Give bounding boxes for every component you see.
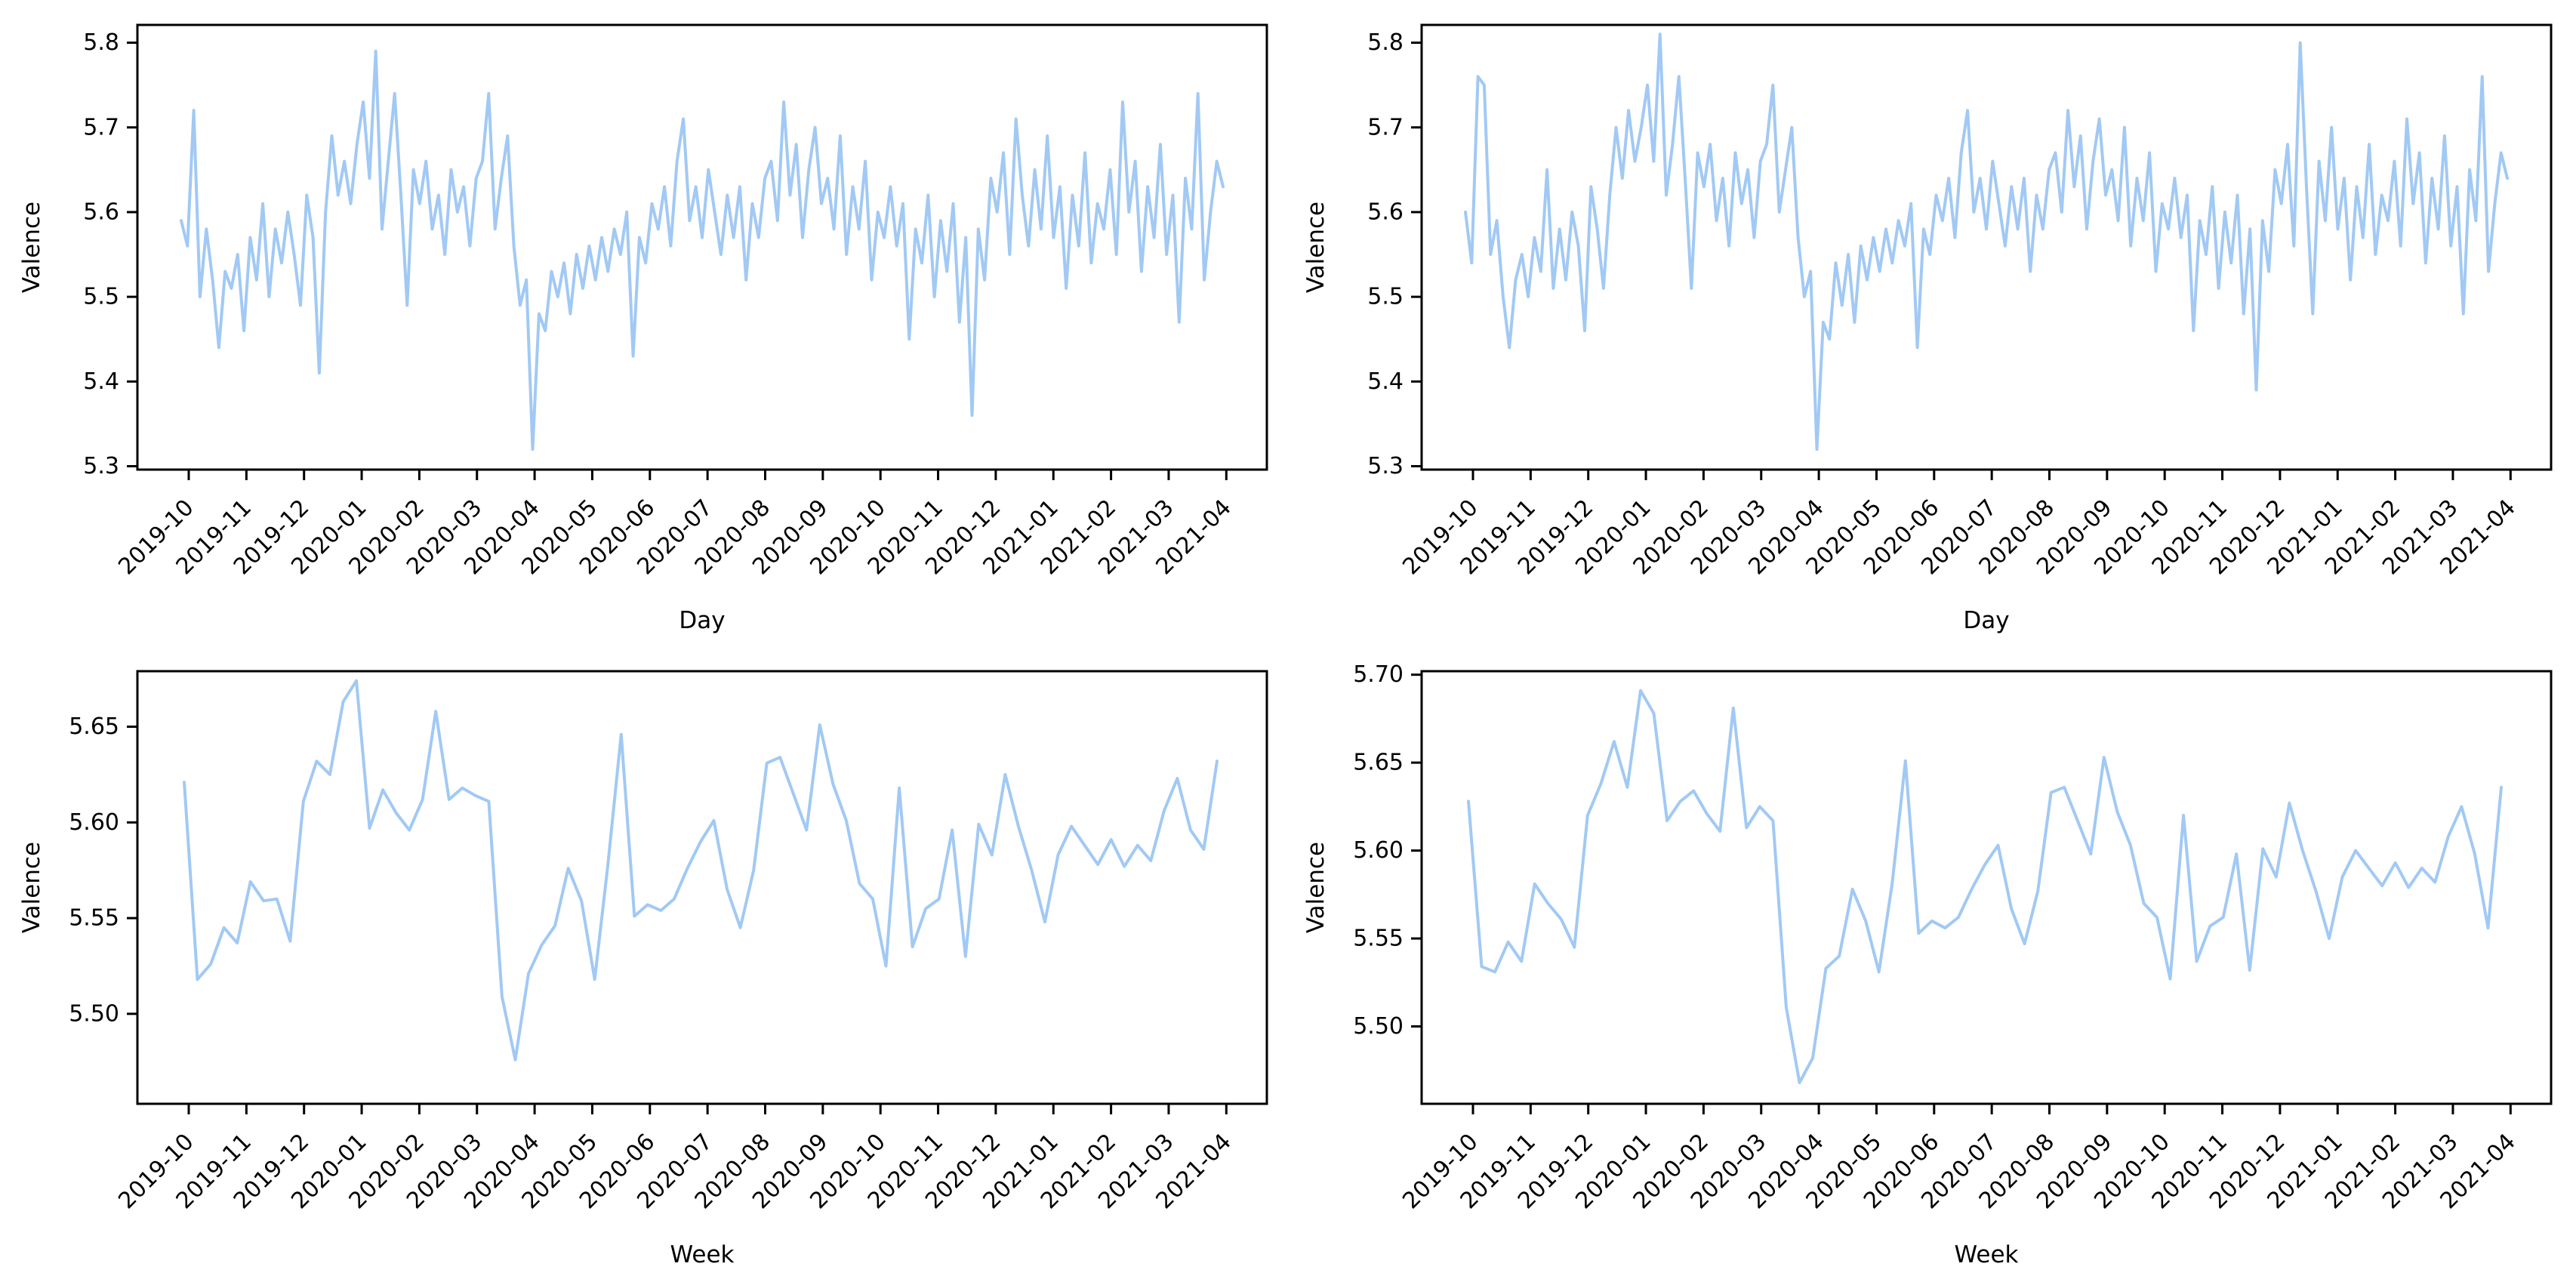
valence-by-week-line xyxy=(1467,689,2503,1084)
y-tick-label: 5.5 xyxy=(1367,284,1404,310)
y-tick-label: 5.6 xyxy=(83,199,119,225)
y-tick-label: 5.4 xyxy=(1367,368,1404,395)
y-tick-label: 5.50 xyxy=(1353,1013,1404,1040)
y-tick-label: 5.70 xyxy=(1353,661,1404,688)
y-axis-label: Valence xyxy=(18,842,45,933)
x-axis-label: Day xyxy=(1963,607,2009,634)
plot-border xyxy=(136,670,1268,1105)
y-axis: 5.65 5.60 5.55 5.50 xyxy=(69,713,137,1027)
valence-by-week-line xyxy=(183,679,1219,1062)
x-axis-label: Week xyxy=(670,1241,735,1268)
valence-by-day-line xyxy=(180,49,1225,451)
y-axis: 5.8 5.7 5.6 5.5 5.4 5.3 xyxy=(1367,29,1422,479)
chart-daily-left-svg: 5.8 5.7 5.6 5.5 5.4 5.32019-102019-112019-122… xyxy=(18,23,1268,634)
y-axis-label: Valence xyxy=(1302,842,1330,933)
y-tick-label: 5.6 xyxy=(1367,199,1404,225)
y-tick-label: 5.3 xyxy=(1367,453,1404,479)
x-axis: 2019-102019-112019-122020-012020-022020-… xyxy=(1397,470,2521,580)
chart-weekly-right-svg: 5.70 5.65 5.60 5.55 5.50 2019-102019-112019-1… xyxy=(1302,661,2553,1268)
x-axis: 2019-102019-112019-122020-012020-022020-… xyxy=(1397,1104,2521,1214)
chart-daily-right: 5.8 5.7 5.6 5.5 5.4 5.3 2019-10 2019-11 2019-12 2… xyxy=(1288,0,2576,642)
y-tick-label: 5.60 xyxy=(1353,837,1404,864)
chart-daily-left: 5.8 5.7 5.6 5.5 5.4 5.3 2019-10 2019-11 2019-12 2… xyxy=(0,0,1288,642)
y-tick-label: 5.5 xyxy=(83,284,119,310)
chart-weekly-left-svg: 5.65 5.60 5.55 5.50 2019-102019-112019-12202… xyxy=(18,670,1268,1268)
y-tick-label: 5.7 xyxy=(1367,114,1404,140)
chart-daily-right-svg: 5.8 5.7 5.6 5.5 5.4 5.32019-102019-112019-122… xyxy=(1302,23,2553,634)
x-axis-label: Day xyxy=(679,607,725,634)
y-axis: 5.8 5.7 5.6 5.5 5.4 5.3 xyxy=(83,29,137,479)
chart-weekly-left: 5.65 5.60 5.55 5.50 2019-10 2019-11 2019-12 202… xyxy=(0,642,1288,1285)
x-axis: 2019-102019-112019-122020-012020-022020-… xyxy=(113,470,1237,580)
x-axis: 2019-102019-112019-122020-012020-022020-… xyxy=(113,1104,1237,1214)
y-tick-label: 5.60 xyxy=(69,809,119,836)
y-tick-label: 5.50 xyxy=(69,1000,119,1027)
y-tick-label: 5.4 xyxy=(83,368,119,395)
plot-border xyxy=(1420,23,2553,471)
y-tick-label: 5.8 xyxy=(1367,29,1404,56)
y-axis-label: Valence xyxy=(18,202,45,293)
chart-weekly-right: 5.70 5.65 5.60 5.55 5.50 2019-10 2019-11 2019-1… xyxy=(1288,642,2576,1285)
y-axis-label: Valence xyxy=(1302,202,1330,293)
y-tick-label: 5.55 xyxy=(1353,926,1404,952)
x-axis-label: Week xyxy=(1955,1241,2019,1268)
y-tick-label: 5.65 xyxy=(69,713,119,740)
y-axis: 5.70 5.65 5.60 5.55 5.50 xyxy=(1353,661,1422,1040)
y-tick-label: 5.7 xyxy=(83,114,119,140)
plot-border xyxy=(136,23,1268,471)
valence-by-day-line xyxy=(1464,32,2509,451)
y-tick-label: 5.3 xyxy=(83,453,119,479)
plot-border xyxy=(1420,670,2553,1105)
y-tick-label: 5.65 xyxy=(1353,750,1404,776)
y-tick-label: 5.8 xyxy=(83,29,119,56)
y-tick-label: 5.55 xyxy=(69,905,119,932)
